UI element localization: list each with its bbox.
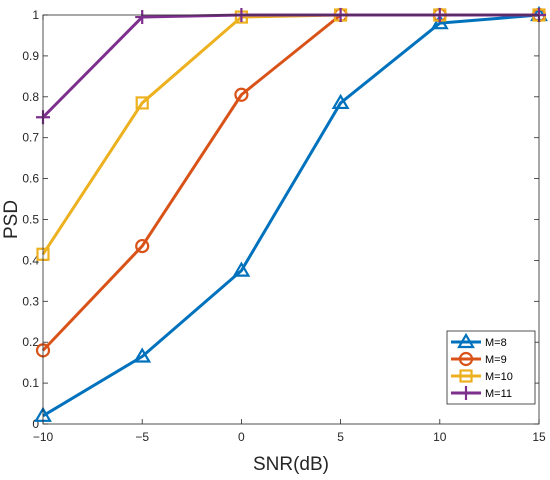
data-point-circle — [234, 87, 249, 102]
y-tick-label: 0.8 — [22, 90, 39, 104]
y-tick-label: 0.4 — [22, 253, 39, 267]
legend-marker-square — [459, 369, 473, 383]
legend-label: M=9 — [485, 354, 507, 366]
y-tick-label: 0.2 — [22, 335, 39, 349]
legend-marker-triangle — [457, 332, 475, 349]
x-tick-label: 15 — [532, 430, 546, 444]
y-tick-label: 0 — [32, 417, 39, 431]
legend-item: M=8 — [451, 332, 507, 349]
series-line — [42, 13, 540, 418]
y-axis-ticks: 0 0.1 0.2 0.3 0.4 0.5 0.6 0.7 0.8 0.9 1 — [22, 8, 539, 431]
series-line — [41, 13, 539, 119]
data-point-triangle — [232, 261, 251, 277]
y-axis-title: PSD — [1, 200, 22, 239]
y-tick-label: 0.6 — [22, 172, 39, 186]
y-tick-label: 0.5 — [22, 213, 39, 227]
legend-marker-circle — [458, 351, 474, 367]
legend-label: M=11 — [485, 388, 512, 400]
data-point-circle — [135, 238, 150, 254]
y-tick-label: 0.3 — [22, 294, 39, 308]
series-m-11 — [36, 8, 546, 125]
y-tick-label: 1 — [32, 8, 39, 22]
legend-item: M=11 — [451, 386, 512, 400]
x-tick-label: −5 — [135, 430, 149, 444]
series-m-9 — [35, 7, 547, 358]
data-point-triangle — [331, 93, 350, 110]
x-tick-label: −10 — [33, 430, 54, 444]
series-line — [41, 13, 539, 256]
x-tick-label: 0 — [238, 430, 245, 444]
legend-item: M=9 — [451, 351, 507, 367]
legend-marker-plus — [459, 386, 473, 400]
legend-label: M=8 — [485, 337, 507, 349]
data-point-square — [135, 96, 149, 110]
y-tick-label: 0.1 — [22, 376, 39, 390]
x-tick-label: 10 — [433, 430, 447, 444]
data-point-triangle — [430, 13, 449, 30]
plot-frame — [42, 14, 540, 425]
y-tick-label: 0.9 — [22, 49, 39, 63]
y-tick-label: 0.7 — [22, 131, 39, 145]
x-tick-label: 5 — [337, 430, 344, 444]
legend-item: M=10 — [451, 369, 513, 383]
x-axis-title: SNR(dB) — [253, 454, 329, 475]
legend-label: M=10 — [485, 371, 513, 383]
legend: M=8 M=9 M=10 M=11 — [446, 330, 536, 405]
data-point-plus — [135, 10, 150, 25]
data-point-triangle — [133, 347, 152, 363]
series-line — [41, 13, 539, 352]
